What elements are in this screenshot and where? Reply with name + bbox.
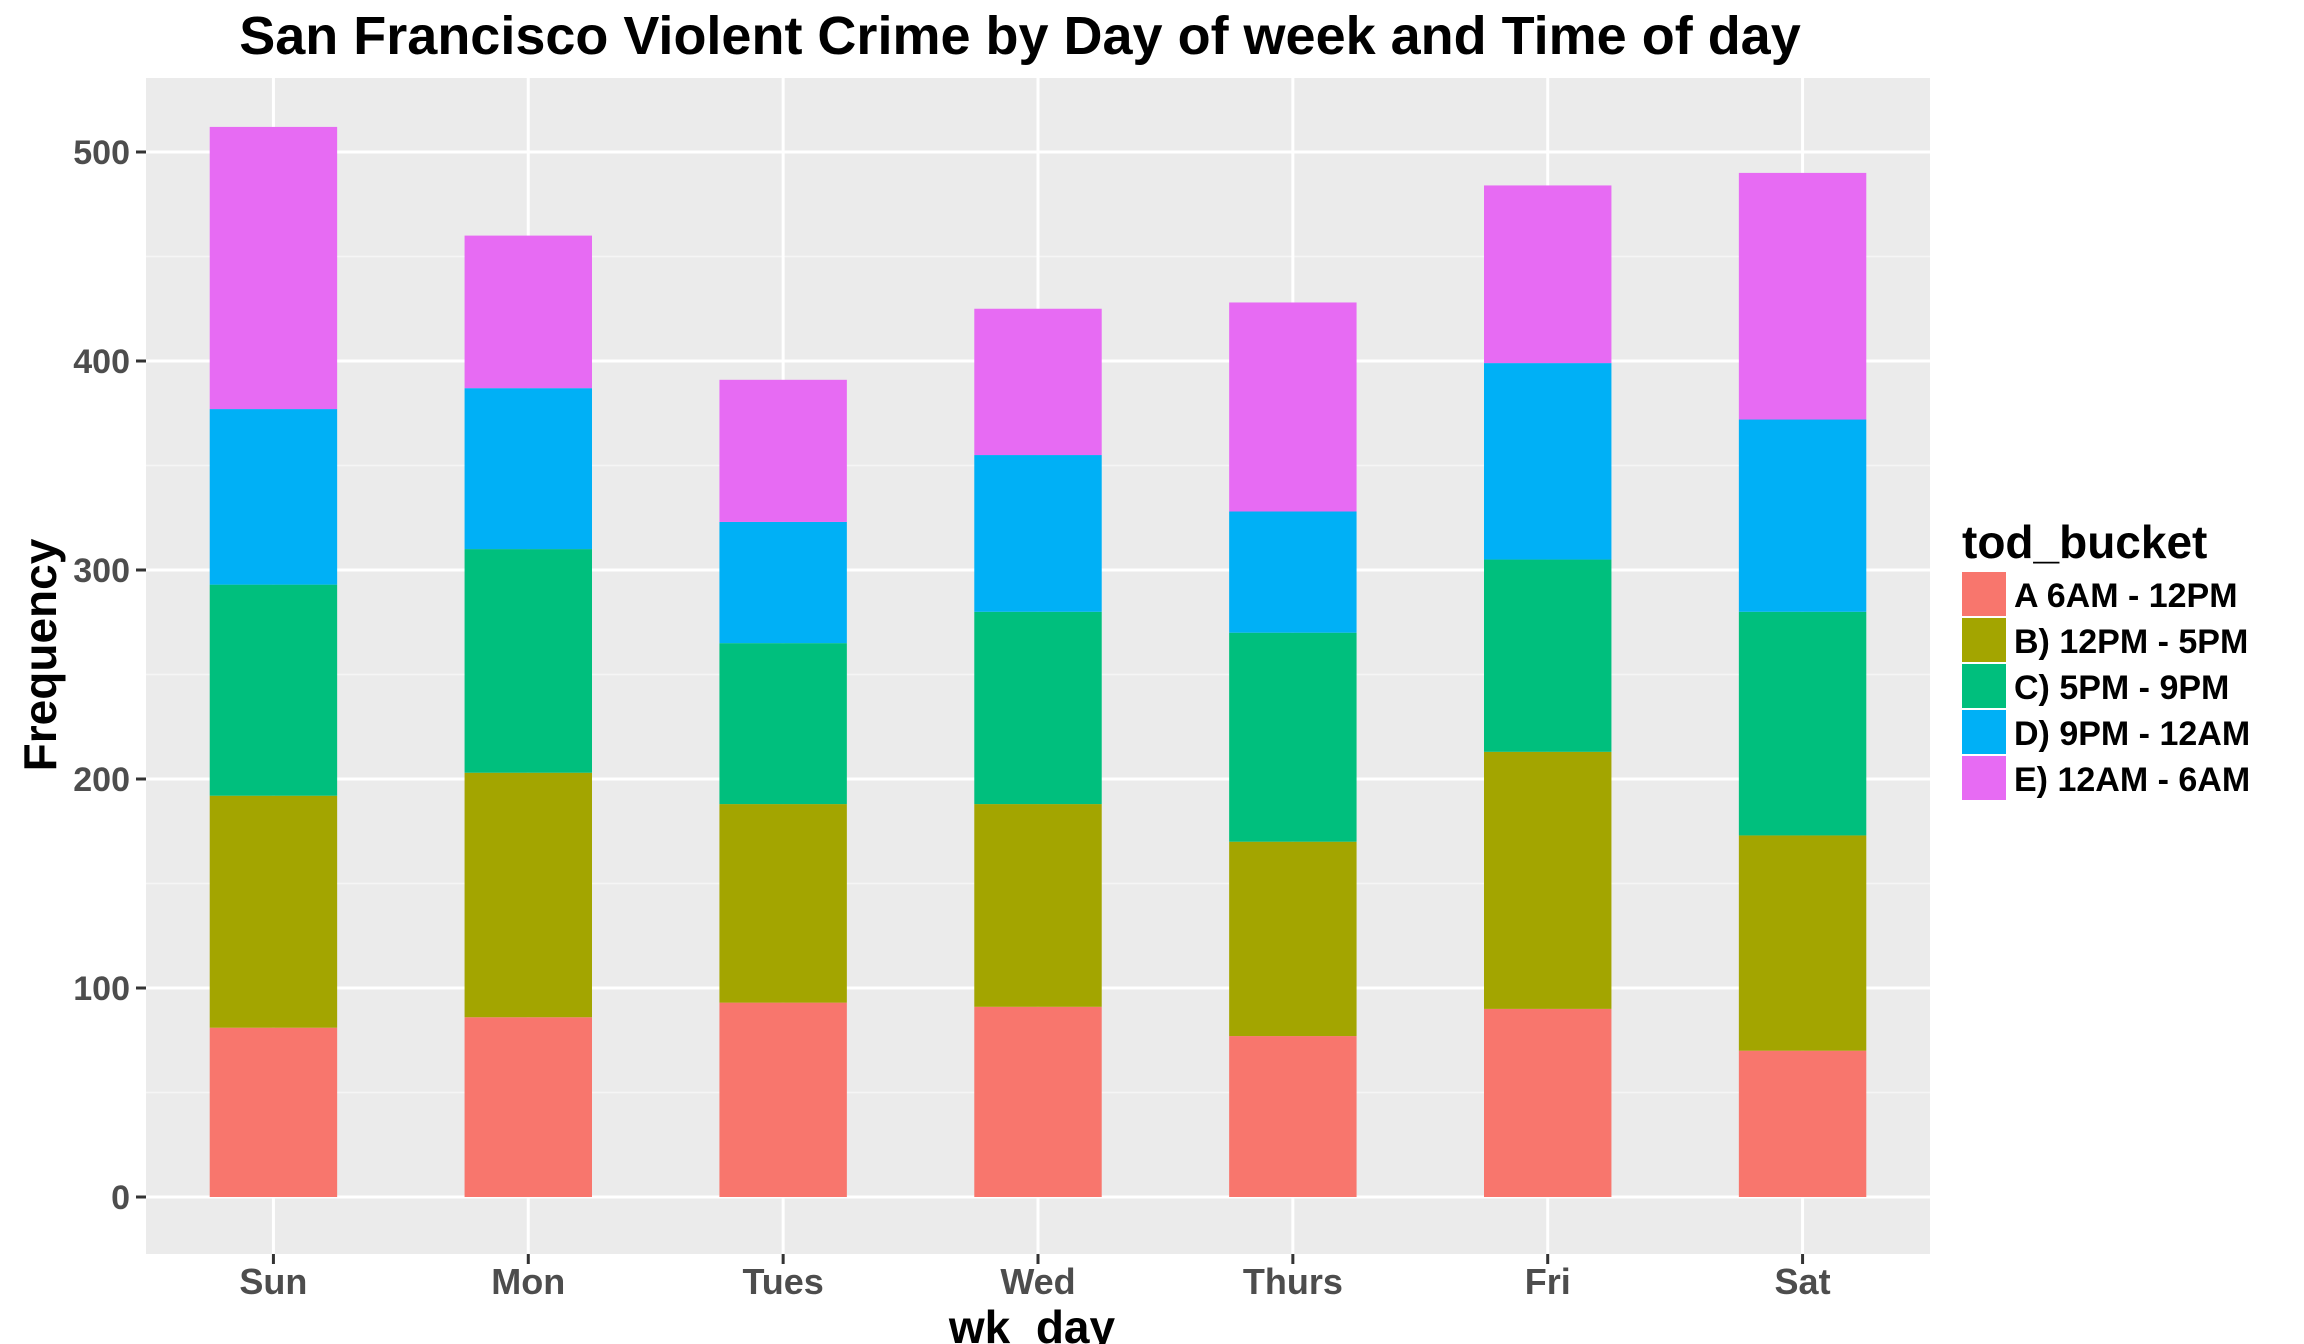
legend-key-1	[1962, 572, 2006, 616]
bars	[209, 126, 1867, 1197]
bar-segment-wed-5	[974, 308, 1102, 456]
bar-segment-sat-5	[1738, 172, 1867, 420]
bar-segment-tues-1	[719, 1002, 847, 1197]
y-tick-label: 500	[73, 134, 130, 172]
bar-segment-thurs-1	[1229, 1036, 1357, 1197]
legend-label-4: D) 9PM - 12AM	[2014, 715, 2250, 753]
legend-key-5	[1962, 756, 2006, 800]
bar-segment-wed-3	[974, 611, 1102, 805]
chart-title: San Francisco Violent Crime by Day of we…	[239, 6, 1801, 66]
bar-segment-wed-1	[974, 1006, 1102, 1197]
bar-segment-mon-4	[464, 388, 592, 550]
x-axis: Sun Mon Tues Wed Thurs Fri Sat	[239, 1254, 1831, 1302]
y-axis: 0 100 200 300 400 500	[73, 134, 146, 1217]
bar-segment-sun-4	[209, 409, 338, 585]
x-tick-label-fri: Fri	[1525, 1261, 1571, 1302]
bar-segment-mon-3	[464, 549, 592, 773]
bar-segment-mon-5	[464, 235, 592, 389]
legend-items: A 6AM - 12PM B) 12PM - 5PM C) 5PM - 9PM D) …	[1962, 572, 2250, 800]
y-axis-title: Frequency	[14, 538, 66, 771]
bar-segment-tues-3	[719, 643, 847, 805]
legend-key-4	[1962, 710, 2006, 754]
bar-segment-sat-1	[1738, 1050, 1867, 1197]
bar-segment-sun-1	[209, 1027, 338, 1197]
bar-segment-tues-4	[719, 521, 847, 644]
legend-label-2: B) 12PM - 5PM	[2014, 623, 2248, 661]
bar-segment-thurs-2	[1229, 841, 1357, 1037]
bar-segment-fri-2	[1484, 751, 1612, 1009]
legend: tod_bucket A 6AM - 12PM B) 12PM - 5PM C) 5…	[1962, 516, 2250, 800]
x-tick-label-tues: Tues	[742, 1261, 823, 1302]
bar-segment-wed-4	[974, 455, 1102, 612]
x-tick-label-sun: Sun	[239, 1261, 307, 1302]
x-tick-label-wed: Wed	[1000, 1261, 1075, 1302]
bar-segment-fri-4	[1484, 363, 1612, 560]
bar-segment-thurs-5	[1229, 302, 1357, 512]
bar-segment-sat-2	[1738, 835, 1867, 1051]
y-tick-label: 0	[111, 1179, 130, 1217]
y-tick-label: 400	[73, 343, 130, 381]
bar-segment-tues-2	[719, 804, 847, 1003]
x-axis-title: wk_day	[948, 1301, 1116, 1344]
bar-segment-sun-5	[209, 126, 338, 410]
bar-segment-mon-2	[464, 772, 592, 1018]
legend-key-3	[1962, 664, 2006, 708]
y-tick-label: 300	[73, 552, 130, 590]
bar-segment-fri-5	[1484, 185, 1612, 364]
x-tick-label-sat: Sat	[1775, 1261, 1831, 1302]
y-tick-label: 100	[73, 970, 130, 1008]
bar-segment-sun-3	[209, 584, 338, 796]
bar-segment-sat-4	[1738, 419, 1867, 612]
legend-label-5: E) 12AM - 6AM	[2014, 761, 2250, 799]
bar-segment-mon-1	[464, 1017, 592, 1197]
bar-segment-sat-3	[1738, 611, 1867, 836]
legend-key-2	[1962, 618, 2006, 662]
bar-segment-sun-2	[209, 795, 338, 1028]
bar-segment-wed-2	[974, 804, 1102, 1007]
x-tick-label-thurs: Thurs	[1243, 1261, 1343, 1302]
legend-label-1: A 6AM - 12PM	[2014, 577, 2238, 615]
bar-segment-thurs-3	[1229, 632, 1357, 842]
legend-title: tod_bucket	[1962, 516, 2207, 568]
bar-segment-fri-3	[1484, 559, 1612, 752]
bar-segment-fri-1	[1484, 1008, 1612, 1197]
bar-segment-tues-5	[719, 379, 847, 522]
bar-segment-thurs-4	[1229, 511, 1357, 633]
x-tick-label-mon: Mon	[491, 1261, 565, 1302]
legend-label-3: C) 5PM - 9PM	[2014, 669, 2229, 707]
y-tick-label: 200	[73, 761, 130, 799]
